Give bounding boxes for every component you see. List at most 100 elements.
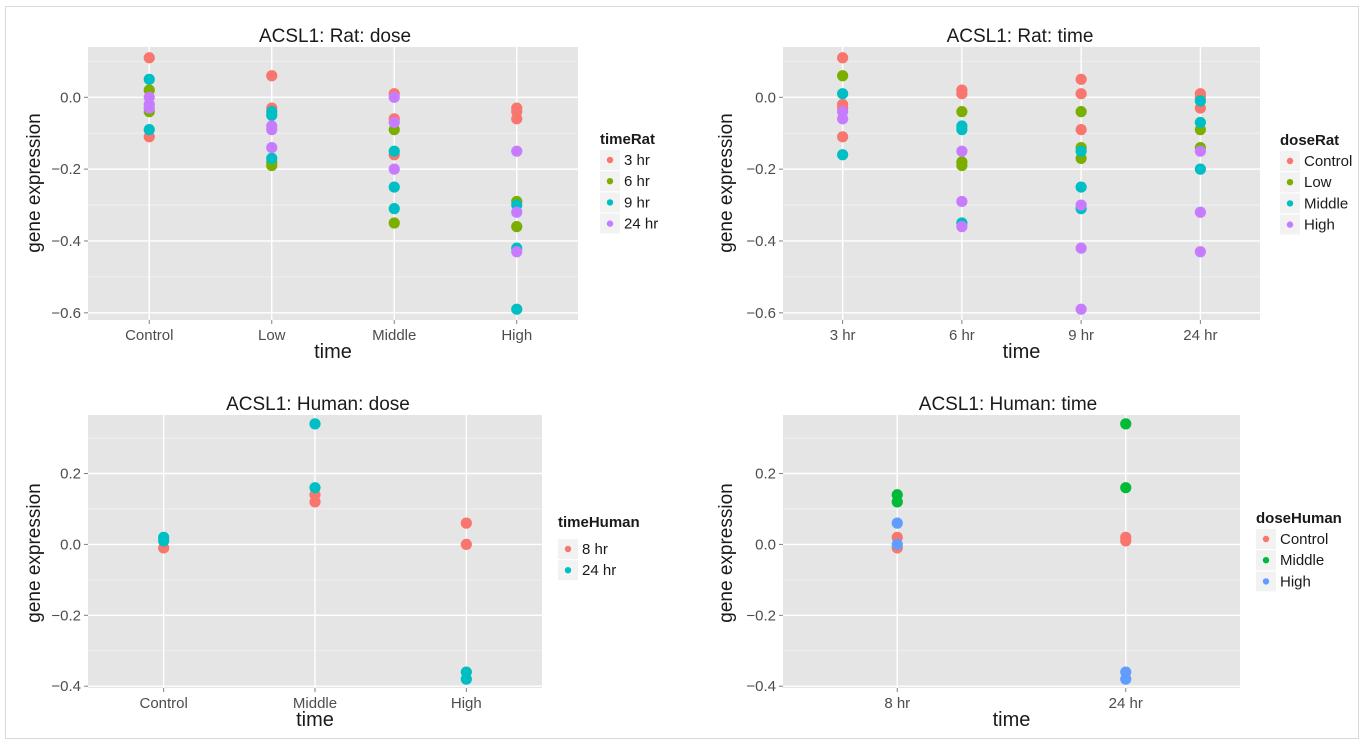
data-point <box>891 538 903 551</box>
data-point <box>956 106 968 118</box>
legend-entry: 8 hr <box>582 541 608 558</box>
x-axis-label: time <box>993 709 1031 731</box>
legend-key <box>1262 557 1270 564</box>
legend-entry: Middle <box>1304 195 1348 212</box>
legend-entry: Control <box>1304 153 1352 170</box>
data-point <box>1075 199 1087 211</box>
data-point <box>511 113 523 125</box>
data-point <box>1120 418 1132 430</box>
data-point <box>1120 482 1132 494</box>
y-tick-label: −0.6 <box>746 305 776 322</box>
y-tick-label: −0.4 <box>51 233 81 250</box>
chart-title: ACSL1: Rat: dose <box>259 26 411 47</box>
legend-key <box>606 220 614 227</box>
data-point <box>309 482 321 494</box>
x-axis-label: time <box>1003 341 1041 363</box>
data-point <box>143 73 155 85</box>
legend-entry: 24 hr <box>582 562 616 579</box>
data-point <box>956 145 968 157</box>
data-point <box>837 149 849 161</box>
data-point <box>266 70 278 82</box>
data-point <box>1120 673 1132 685</box>
chart-title: ACSL1: Rat: time <box>947 26 1094 47</box>
legend-entry: 9 hr <box>624 194 650 211</box>
legend-key <box>1262 578 1270 585</box>
y-axis-label: gene expression <box>24 483 45 622</box>
data-point <box>266 124 278 136</box>
x-tick-label: 6 hr <box>949 327 975 344</box>
legend: timeRat 3 hr 6 hr 9 hr 24 hr <box>600 131 658 234</box>
data-point <box>1075 303 1087 315</box>
chart-panel-4: −0.4 −0.2 0.0 0.2 8 hr 24 hr ACSL1: Human: tim… <box>716 394 1342 731</box>
legend-key <box>606 178 614 185</box>
data-point <box>143 102 155 114</box>
data-point <box>956 195 968 208</box>
legend-key <box>606 156 614 164</box>
data-point <box>1120 535 1132 547</box>
x-tick-label: 24 hr <box>1183 327 1217 344</box>
legend-key <box>1286 157 1294 165</box>
legend-entry: 3 hr <box>624 152 650 169</box>
x-axis-label: time <box>314 341 352 363</box>
x-tick-label: 8 hr <box>884 695 910 712</box>
y-tick-label: −0.6 <box>51 305 81 322</box>
chart-panel-3: −0.4 −0.2 0.0 0.2 Control Middle High ACSL1: Hu… <box>24 394 640 731</box>
data-point <box>266 141 278 154</box>
data-point <box>388 116 400 129</box>
data-point <box>1075 145 1087 157</box>
chart-panel-1: −0.6 −0.4 −0.2 0.0 Control Low Middle High ACSL1… <box>24 26 658 363</box>
data-point <box>891 496 903 508</box>
data-point <box>1194 145 1206 157</box>
legend-title: timeRat <box>600 131 655 148</box>
x-tick-label: High <box>501 327 532 344</box>
data-point <box>837 88 849 100</box>
legend-entry: 24 hr <box>624 216 658 233</box>
data-point <box>460 538 472 551</box>
y-tick-label: 0.0 <box>60 536 81 553</box>
data-point <box>388 163 400 175</box>
y-tick-label: 0.2 <box>755 466 776 483</box>
plot-background <box>88 47 578 320</box>
y-tick-label: −0.4 <box>51 678 81 695</box>
y-tick-label: −0.2 <box>51 607 81 624</box>
x-tick-label: High <box>451 695 482 712</box>
data-point <box>266 109 278 121</box>
data-point <box>1075 181 1087 193</box>
legend-key <box>1286 221 1294 228</box>
data-point <box>460 517 472 529</box>
data-point <box>1194 163 1206 175</box>
data-point <box>1075 124 1087 136</box>
x-tick-label: 9 hr <box>1068 327 1094 344</box>
y-axis-label: gene expression <box>716 113 737 252</box>
data-point <box>511 221 523 233</box>
legend-entry: Middle <box>1280 552 1324 569</box>
legend: timeHuman 8 hr 24 hr <box>558 514 640 581</box>
y-axis-label: gene expression <box>716 483 737 622</box>
legend-key <box>564 545 572 553</box>
legend-title: timeHuman <box>558 514 640 531</box>
y-tick-label: 0.0 <box>755 536 776 553</box>
y-tick-label: 0.0 <box>755 89 776 106</box>
data-point <box>309 496 321 508</box>
data-point <box>956 124 968 136</box>
data-point <box>1194 116 1206 129</box>
plot-background <box>783 415 1240 688</box>
x-tick-label: Middle <box>293 695 337 712</box>
data-point <box>158 535 170 547</box>
x-axis-label: time <box>296 709 334 731</box>
data-point <box>1075 242 1087 254</box>
y-tick-label: 0.2 <box>60 466 81 483</box>
x-tick-label: 24 hr <box>1109 695 1143 712</box>
data-point <box>388 91 400 103</box>
y-tick-label: −0.2 <box>746 161 776 178</box>
chart-title: ACSL1: Human: time <box>919 394 1097 415</box>
data-point <box>837 131 849 143</box>
x-tick-label: Middle <box>372 327 416 344</box>
legend-entry: High <box>1280 573 1311 590</box>
y-tick-label: −0.2 <box>746 607 776 624</box>
data-point <box>1075 88 1087 100</box>
x-tick-label: 3 hr <box>830 327 856 344</box>
data-point <box>143 52 155 64</box>
data-point <box>460 673 472 685</box>
